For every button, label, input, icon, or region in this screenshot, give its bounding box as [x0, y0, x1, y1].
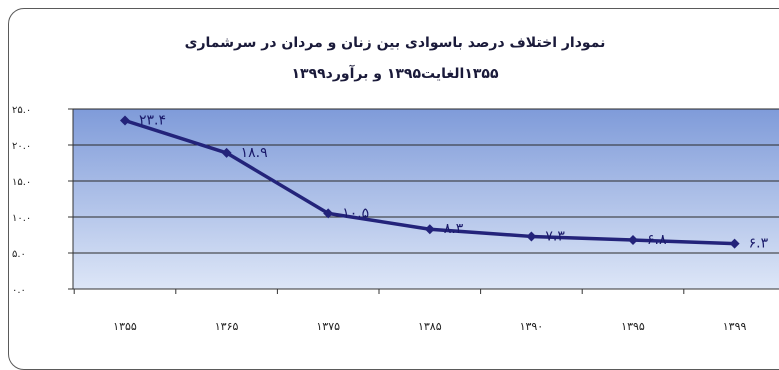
data-point: [221, 147, 232, 158]
y-tick-label: ۵.۰: [12, 249, 26, 260]
data-point: [526, 231, 537, 242]
x-tick-labels: ۱۳۵۵ ۱۳۶۵ ۱۳۷۵ ۱۳۸۵ ۱۳۹۰ ۱۳۹۵ ۱۳۹۹: [113, 320, 746, 333]
chart: نمودار اختلاف درصد باسوادی بین زنان و مر…: [12, 35, 779, 333]
series-points: [120, 115, 740, 249]
data-label: ۱۰.۵: [342, 205, 369, 221]
data-labels: ۲۳.۴ ۱۸.۹ ۱۰.۵ ۸.۳ ۷.۳ ۶.۸ ۶.۳: [139, 113, 769, 252]
data-label: ۱۸.۹: [241, 145, 268, 161]
data-label: ۸.۳: [444, 221, 464, 237]
data-label: ۷.۳: [545, 228, 565, 244]
data-label: ۲۳.۴: [139, 113, 166, 129]
data-point: [424, 224, 435, 235]
plot-area: [73, 109, 779, 289]
y-tick-labels: ۰.۰ ۵.۰ ۱۰.۰ ۱۵.۰ ۲۰.۰ ۲۵.۰: [12, 105, 31, 296]
x-tick-label: ۱۳۵۵: [113, 320, 137, 333]
data-point: [729, 238, 740, 249]
x-tick-label: ۱۳۶۵: [215, 320, 239, 333]
x-tick-label: ۱۳۹۹: [723, 320, 747, 333]
data-point: [120, 115, 130, 126]
x-tick-label: ۱۳۷۵: [316, 320, 340, 333]
x-tick-label: ۱۳۸۵: [418, 320, 442, 333]
y-tick-label: ۰.۰: [12, 285, 26, 296]
axes: [68, 108, 779, 294]
x-tick-label: ۱۳۹۵: [621, 320, 645, 333]
chart-subtitle: ۱۳۵۵الغایت۱۳۹۵ و برآورد۱۳۹۹: [291, 64, 498, 82]
grid-lines: [73, 108, 779, 254]
y-tick-label: ۲۵.۰: [12, 105, 31, 116]
chart-title: نمودار اختلاف درصد باسوادی بین زنان و مر…: [185, 35, 606, 51]
data-point: [323, 208, 334, 219]
data-label: ۶.۸: [647, 232, 667, 248]
y-tick-label: ۲۰.۰: [12, 141, 31, 152]
data-label: ۶.۳: [749, 236, 769, 252]
x-tick-label: ۱۳۹۰: [520, 320, 544, 333]
y-tick-label: ۱۵.۰: [12, 177, 31, 188]
data-point: [628, 235, 638, 246]
y-tick-label: ۱۰.۰: [12, 213, 31, 224]
